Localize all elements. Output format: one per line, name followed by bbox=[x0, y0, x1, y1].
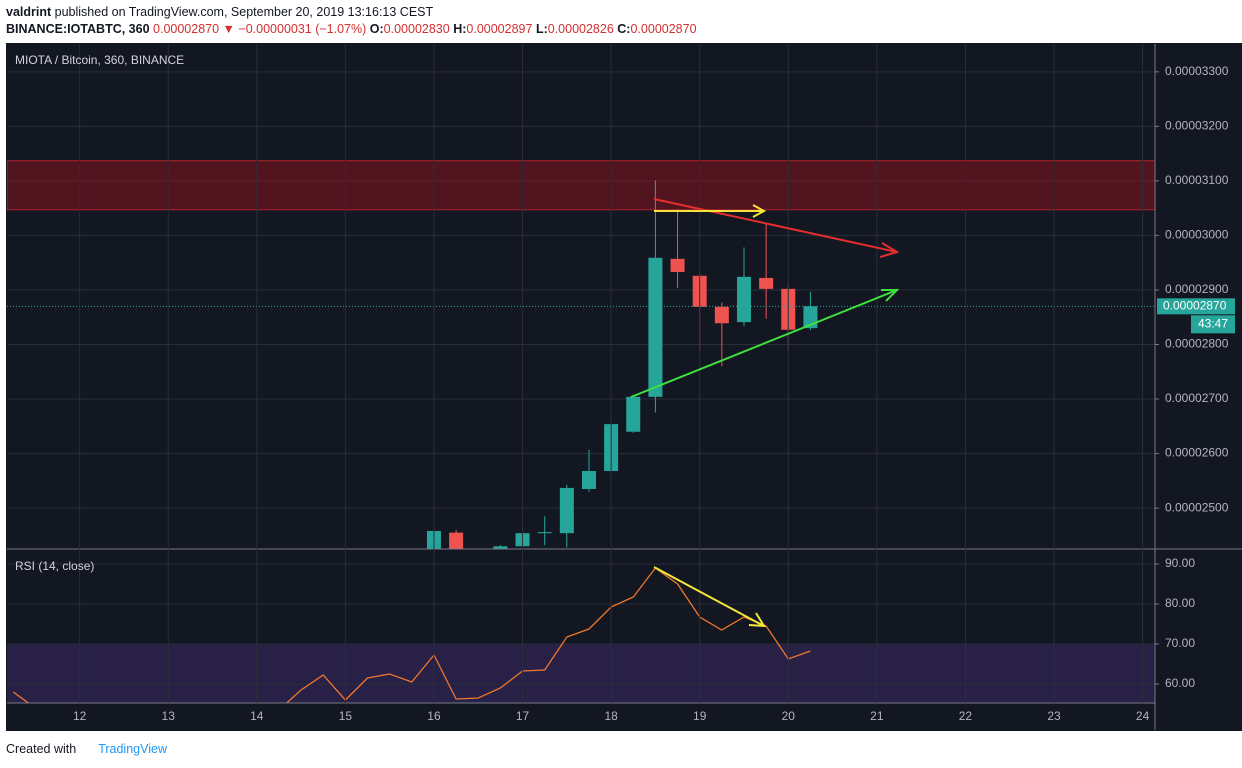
o-label: O: bbox=[369, 22, 384, 36]
y-tick-label: 0.00002900 bbox=[1165, 282, 1229, 296]
last: 0.00002870 bbox=[153, 22, 220, 36]
arrowhead bbox=[881, 289, 900, 302]
l-label: L: bbox=[535, 22, 548, 36]
candle-body bbox=[626, 396, 641, 432]
change: −0.00000031 (−1.07%) bbox=[238, 22, 367, 36]
c-value: 0.00002870 bbox=[630, 22, 697, 36]
arrowhead bbox=[748, 612, 766, 628]
y-tick-label: 0.00003300 bbox=[1165, 64, 1229, 78]
x-tick-label: 15 bbox=[339, 709, 353, 723]
y-tick-label: 0.00002600 bbox=[1165, 446, 1229, 460]
symbol: BINANCE:IOTABTC, 360 bbox=[6, 22, 150, 36]
x-tick-label: 16 bbox=[427, 709, 441, 723]
x-tick-label: 17 bbox=[516, 709, 530, 723]
pane-title: RSI (14, close) bbox=[15, 559, 94, 573]
published: published on TradingView.com, September … bbox=[54, 5, 434, 19]
rsi-pane bbox=[7, 563, 1155, 703]
header: valdrint published on TradingView.com, S… bbox=[6, 4, 697, 38]
candle-body bbox=[648, 257, 663, 397]
brand: TradingView bbox=[98, 742, 167, 756]
y-tick-label: 0.00002800 bbox=[1165, 337, 1229, 351]
countdown: 43:47 bbox=[1198, 316, 1228, 330]
l-value: 0.00002826 bbox=[547, 22, 614, 36]
y-tick-label: 60.00 bbox=[1165, 676, 1195, 690]
countdown-box bbox=[1191, 315, 1235, 334]
y-tick-label: 0.00002500 bbox=[1165, 500, 1229, 514]
o-value: 0.00002830 bbox=[383, 22, 450, 36]
trendline bbox=[653, 566, 765, 627]
arrowhead bbox=[752, 204, 767, 218]
arrow: ▼ bbox=[222, 22, 235, 36]
x-tick-label: 22 bbox=[959, 709, 973, 723]
candle-body bbox=[714, 306, 729, 324]
footer: Created with TradingView bbox=[6, 742, 167, 756]
x-tick-label: 18 bbox=[604, 709, 618, 723]
author: valdrint bbox=[6, 5, 52, 19]
candle-body bbox=[670, 258, 685, 272]
arrowhead bbox=[879, 242, 900, 258]
header-line: BINANCE:IOTABTC, 360 0.00002870 ▼ −0.000… bbox=[6, 21, 697, 38]
x-tick-label: 13 bbox=[162, 709, 176, 723]
y-tick-label: 80.00 bbox=[1165, 596, 1195, 610]
x-tick-label: 14 bbox=[250, 709, 264, 723]
header-line: valdrint published on TradingView.com, S… bbox=[6, 4, 697, 21]
trendline bbox=[630, 289, 898, 398]
trendline bbox=[653, 198, 898, 253]
candle-body bbox=[759, 277, 774, 289]
x-tick-label: 19 bbox=[693, 709, 707, 723]
y-tick-label: 0.00002700 bbox=[1165, 391, 1229, 405]
candle-body bbox=[537, 532, 552, 534]
x-tick-label: 21 bbox=[870, 709, 884, 723]
candle-body bbox=[449, 532, 464, 549]
candle-body bbox=[559, 487, 574, 534]
y-tick-label: 0.00003000 bbox=[1165, 228, 1229, 242]
last-price-label: 0.00002870 bbox=[1163, 298, 1227, 312]
pane-title: MIOTA / Bitcoin, 360, BINANCE bbox=[15, 53, 184, 67]
h-value: 0.00002897 bbox=[466, 22, 533, 36]
c-label: C: bbox=[617, 22, 631, 36]
axes: 12 13 14 15 16 17 18 19 20 21 22 23 24 0.00002500 0.00… bbox=[7, 44, 1242, 730]
candle-body bbox=[736, 276, 751, 323]
chart-background bbox=[6, 43, 1242, 731]
h-label: H: bbox=[453, 22, 467, 36]
candle-body bbox=[493, 546, 508, 549]
y-tick-label: 90.00 bbox=[1165, 556, 1195, 570]
candle-body bbox=[581, 471, 596, 490]
last-price-box bbox=[1157, 298, 1235, 315]
x-tick-label: 23 bbox=[1047, 709, 1061, 723]
x-tick-label: 24 bbox=[1136, 709, 1150, 723]
annotations bbox=[630, 198, 900, 628]
y-tick-label: 70.00 bbox=[1165, 636, 1195, 650]
y-tick-label: 0.00003100 bbox=[1165, 173, 1229, 187]
rsi-band bbox=[7, 644, 1155, 703]
footer-text: Created with bbox=[6, 742, 77, 756]
x-tick-label: 12 bbox=[73, 709, 87, 723]
x-tick-label: 20 bbox=[782, 709, 796, 723]
y-tick-label: 0.00003200 bbox=[1165, 119, 1229, 133]
zone bbox=[7, 160, 1155, 211]
